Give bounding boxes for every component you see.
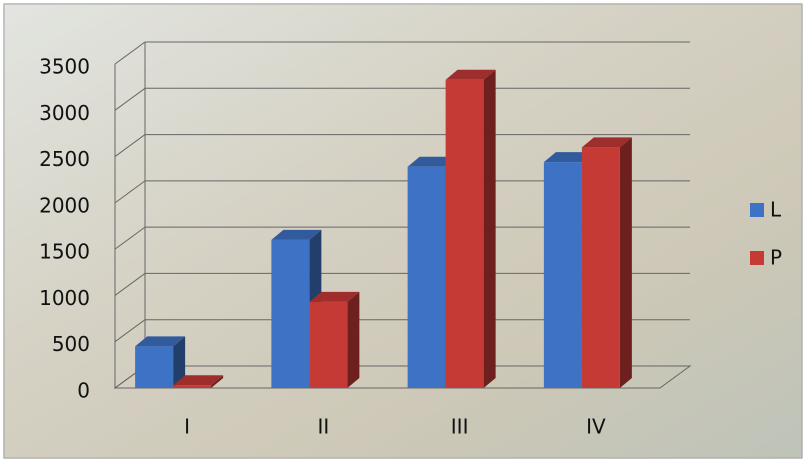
y-tick-label: 500 — [52, 332, 90, 356]
bar — [271, 240, 309, 388]
x-tick-label: II — [317, 415, 329, 439]
bar-side — [347, 292, 359, 388]
y-tick-label: 1500 — [39, 240, 90, 264]
y-tick-label: 1000 — [39, 286, 90, 310]
chart: 0500100015002000250030003500IIIIIIIVLP — [0, 0, 806, 462]
x-tick-label: III — [451, 415, 469, 439]
bar — [173, 385, 211, 388]
bar — [446, 80, 484, 388]
bar — [582, 147, 620, 388]
x-tick-label: I — [184, 415, 190, 439]
background-veil — [4, 4, 802, 458]
bar — [309, 302, 347, 388]
bar — [544, 162, 582, 388]
y-tick-label: 0 — [77, 379, 90, 403]
y-tick-label: 2500 — [39, 147, 90, 171]
bar-side — [620, 137, 632, 388]
y-tick-label: 3500 — [39, 55, 90, 79]
legend-swatch — [750, 251, 764, 265]
page: 0500100015002000250030003500IIIIIIIVLP (… — [0, 0, 806, 462]
legend-swatch — [750, 203, 764, 217]
y-tick-label: 3000 — [39, 101, 90, 125]
x-tick-label: IV — [586, 415, 606, 439]
legend-label: L — [770, 198, 782, 222]
bar — [408, 167, 446, 388]
bar — [135, 346, 173, 388]
y-tick-label: 2000 — [39, 193, 90, 217]
bar-side — [484, 70, 496, 388]
legend-label: P — [770, 246, 782, 270]
